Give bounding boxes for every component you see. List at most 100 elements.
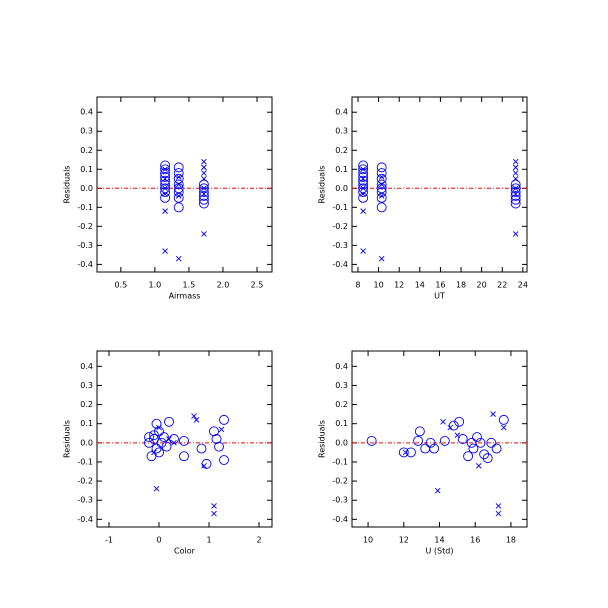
y-tick-label: 0.3: [80, 381, 93, 390]
x-axis-label: Airmass: [169, 292, 201, 301]
point-cross: [201, 185, 207, 192]
point-cross: [495, 510, 502, 517]
x-tick-label: 14: [434, 536, 444, 545]
point-circle: [358, 171, 369, 182]
point-cross: [193, 417, 200, 423]
y-tick-label: -0.3: [77, 496, 93, 505]
y-tick-label: 0.3: [80, 127, 93, 136]
point-circle: [159, 432, 169, 443]
x-tick-label: 12: [399, 536, 409, 545]
point-circle: [398, 447, 409, 458]
point-cross: [475, 462, 482, 469]
point-circle: [376, 202, 387, 213]
y-axis-label: Residuals: [63, 420, 72, 458]
x-tick-label: 18: [456, 281, 466, 290]
y-tick-label: -0.2: [332, 222, 348, 231]
panel: 0.4 0.3 0.2 0.1 0.0 -0.1 -0.2 -0.3 -0.4 8 10 12 14 16…: [318, 96, 528, 301]
point-cross: [151, 449, 157, 456]
y-tick-label: 0.4: [335, 362, 348, 371]
point-circle: [219, 414, 229, 425]
point-circle: [161, 441, 172, 452]
x-tick-label: 14: [415, 281, 425, 290]
point-cross: [490, 411, 496, 417]
point-circle: [366, 435, 377, 446]
y-tick-label: -0.4: [332, 260, 348, 269]
point-circle: [491, 443, 502, 454]
point-circle: [466, 437, 477, 448]
point-circle: [214, 441, 224, 452]
x-tick-label: 12: [394, 281, 404, 290]
point-circle: [154, 426, 164, 437]
point-cross: [201, 158, 207, 165]
point-cross: [512, 191, 519, 197]
point-circle: [358, 183, 369, 194]
x-tick-label: -1: [105, 536, 113, 545]
point-cross: [201, 170, 207, 176]
point-circle: [169, 434, 179, 444]
point-cross: [201, 164, 207, 171]
point-circle: [160, 160, 171, 171]
x-tick-label: 18: [506, 536, 516, 545]
point-cross: [360, 248, 366, 254]
y-tick-label: 0.0: [80, 438, 93, 447]
point-circle: [179, 435, 189, 446]
plot-frame: [351, 96, 528, 273]
point-circle: [173, 192, 184, 203]
point-circle: [479, 449, 490, 460]
point-cross: [512, 158, 519, 165]
point-circle: [457, 434, 468, 444]
y-tick-label: -0.1: [77, 203, 93, 212]
point-circle: [160, 192, 171, 203]
y-tick-label: 0.2: [335, 146, 348, 155]
point-circle: [358, 175, 369, 186]
point-circle: [376, 173, 387, 184]
point-cross: [512, 170, 519, 176]
point-circle: [463, 451, 474, 462]
point-circle: [425, 437, 436, 448]
point-cross: [162, 248, 168, 254]
y-axis-label: Residuals: [318, 166, 327, 204]
point-cross: [360, 185, 366, 192]
x-tick-label: 20: [477, 281, 487, 290]
point-circle: [173, 187, 184, 198]
y-tick-label: 0.2: [80, 400, 93, 409]
point-circle: [358, 164, 369, 175]
point-circle: [376, 183, 387, 194]
y-tick-label: 0.4: [335, 108, 348, 117]
point-cross: [360, 166, 366, 173]
point-circle: [160, 187, 171, 198]
point-cross: [162, 175, 168, 182]
point-circle: [160, 183, 171, 194]
y-tick-label: 0.2: [335, 400, 348, 409]
point-cross: [162, 185, 168, 192]
point-cross: [153, 485, 160, 492]
point-cross: [162, 166, 168, 173]
point-circle: [160, 168, 171, 179]
point-circle: [144, 432, 154, 443]
y-tick-label: -0.2: [332, 477, 348, 486]
y-tick-label: -0.4: [332, 515, 348, 524]
plot-frame: [96, 96, 273, 273]
point-circle: [414, 426, 425, 437]
point-circle: [173, 173, 184, 184]
point-circle: [376, 187, 387, 198]
x-axis-label: UT: [434, 292, 445, 301]
point-cross: [211, 510, 217, 517]
point-cross: [440, 418, 446, 425]
point-circle: [376, 192, 387, 203]
x-tick-label: 16: [435, 281, 445, 290]
point-circle: [376, 168, 387, 179]
x-axis-label: Color: [174, 547, 196, 556]
point-cross: [500, 424, 507, 431]
point-cross: [201, 175, 207, 182]
point-circle: [173, 183, 184, 194]
point-cross: [162, 191, 168, 197]
point-circle: [468, 443, 479, 454]
point-cross: [495, 503, 502, 509]
point-cross: [211, 503, 217, 509]
x-tick-label: 0.5: [114, 281, 127, 290]
point-cross: [171, 440, 177, 446]
x-tick-label: 22: [497, 281, 507, 290]
point-cross: [360, 175, 366, 182]
